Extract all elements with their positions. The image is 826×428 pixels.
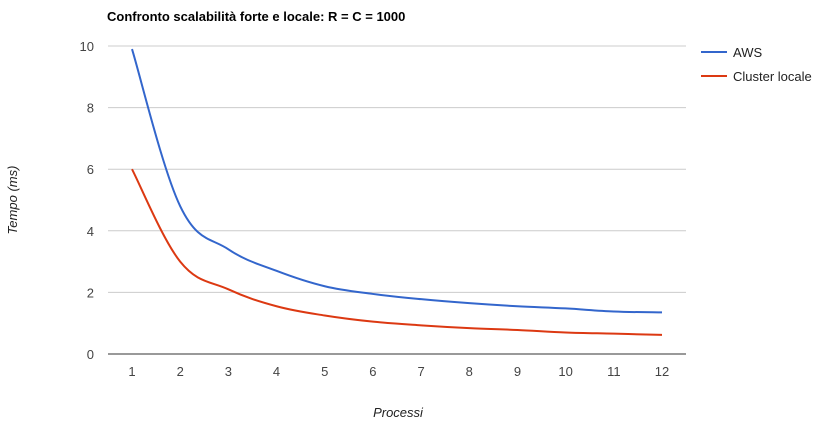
x-tick-label: 5 [321,364,328,379]
series-lines [131,48,663,336]
x-tick-label: 12 [655,364,669,379]
series-line-aws [131,48,663,314]
x-tick-label: 4 [273,364,280,379]
x-tick-label: 7 [417,364,424,379]
legend: AWS Cluster locale [701,45,812,84]
y-tick-label: 8 [87,101,94,116]
legend-label-aws: AWS [733,45,762,60]
y-axis-label: Tempo (ms) [5,166,20,235]
gridlines [108,45,686,355]
y-tick-label: 2 [87,285,94,300]
x-tick-label: 1 [128,364,135,379]
x-tick-label: 3 [225,364,232,379]
x-tick-label: 11 [607,364,621,379]
x-tick-label: 8 [466,364,473,379]
chart-title: Confronto scalabilità forte e locale: R … [107,9,405,24]
y-tick-label: 4 [87,224,94,239]
y-tick-label: 10 [80,39,94,54]
series-line-cluster-locale [131,168,663,336]
y-tick-label: 6 [87,162,94,177]
x-axis-ticks: 1 2 3 4 5 6 7 8 9 10 11 12 [128,364,669,379]
x-tick-label: 2 [177,364,184,379]
x-tick-label: 10 [558,364,572,379]
y-axis-ticks: 0 2 4 6 8 10 [80,39,94,362]
x-tick-label: 9 [514,364,521,379]
legend-label-cluster-locale: Cluster locale [733,69,812,84]
x-tick-label: 6 [369,364,376,379]
y-tick-label: 0 [87,347,94,362]
x-axis-label: Processi [373,405,424,420]
